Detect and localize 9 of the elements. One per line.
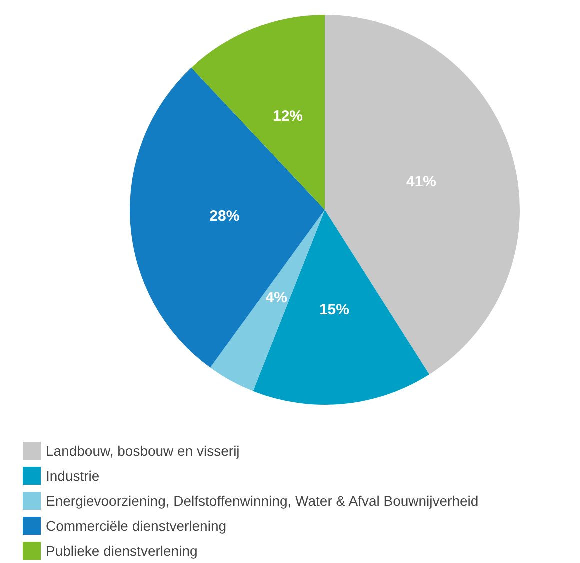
legend-label: Industrie xyxy=(46,468,100,484)
data-label: 12% xyxy=(272,108,304,126)
legend-label: Publieke dienstverlening xyxy=(46,543,198,559)
data-label: 4% xyxy=(266,290,288,307)
data-label: 15% xyxy=(319,302,350,319)
legend-label: Energievoorziening, Delfstoffenwinning, Water & Afval Bouwnijverheid xyxy=(46,493,479,509)
legend-label: Landbouw, bosbouw en visserij xyxy=(46,443,240,459)
legend-label: Commerciële dienstverlening xyxy=(46,518,227,534)
data-label: 28% xyxy=(210,208,240,225)
